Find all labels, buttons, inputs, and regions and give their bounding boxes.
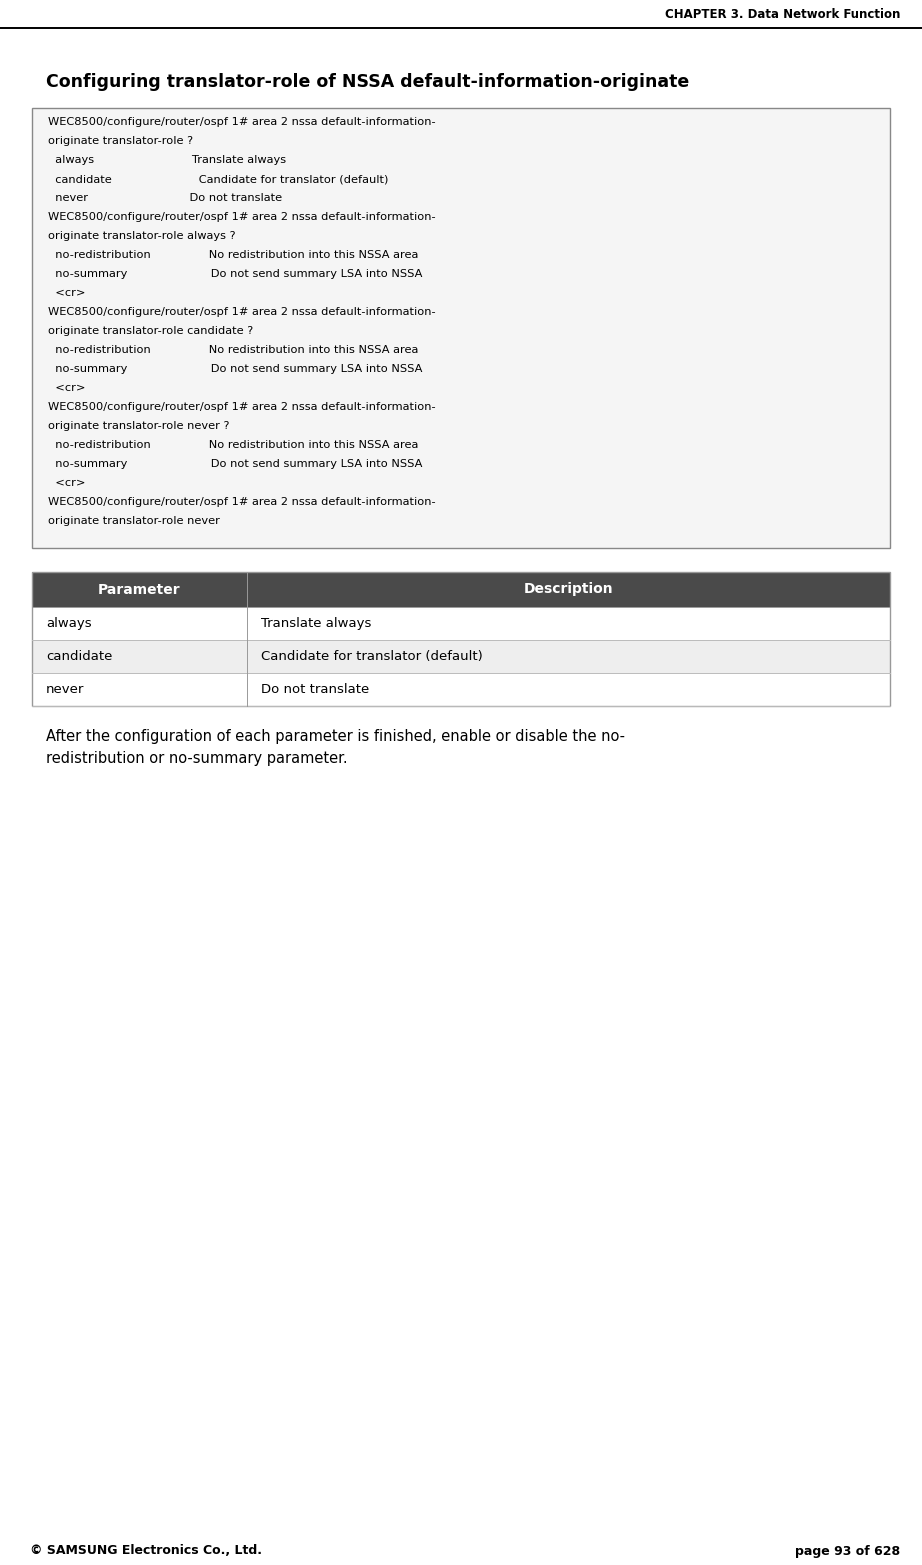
Text: no-redistribution                No redistribution into this NSSA area: no-redistribution No redistribution into… [48,250,419,260]
Text: WEC8500/configure/router/ospf 1# area 2 nssa default-information-: WEC8500/configure/router/ospf 1# area 2 … [48,307,435,318]
Text: no-redistribution                No redistribution into this NSSA area: no-redistribution No redistribution into… [48,344,419,355]
Text: <cr>: <cr> [48,288,86,297]
Text: never                            Do not translate: never Do not translate [48,192,282,203]
Text: originate translator-role never ?: originate translator-role never ? [48,421,230,430]
Text: CHAPTER 3. Data Network Function: CHAPTER 3. Data Network Function [665,8,900,22]
Text: <cr>: <cr> [48,383,86,393]
Text: <cr>: <cr> [48,477,86,488]
Text: always                           Translate always: always Translate always [48,155,286,164]
Bar [32,571,890,607]
Text: candidate: candidate [46,649,112,664]
Text: originate translator-role always ?: originate translator-role always ? [48,232,236,241]
Text: never: never [46,682,85,696]
Text: Parameter: Parameter [98,582,181,596]
Text: originate translator-role candidate ?: originate translator-role candidate ? [48,326,254,336]
Bar [32,673,890,706]
Text: redistribution or no-summary parameter.: redistribution or no-summary parameter. [46,751,348,765]
Bar [32,108,890,548]
Text: Configuring translator-role of NSSA default-information-originate: Configuring translator-role of NSSA defa… [46,74,690,91]
Text: candidate                        Candidate for translator (default): candidate Candidate for translator (defa… [48,174,388,185]
Text: no-summary                       Do not send summary LSA into NSSA: no-summary Do not send summary LSA into … [48,269,422,279]
Text: © SAMSUNG Electronics Co., Ltd.: © SAMSUNG Electronics Co., Ltd. [30,1545,262,1557]
Text: Description: Description [524,582,613,596]
Text: originate translator-role never: originate translator-role never [48,516,219,526]
Text: WEC8500/configure/router/ospf 1# area 2 nssa default-information-: WEC8500/configure/router/ospf 1# area 2 … [48,498,435,507]
Text: After the configuration of each parameter is finished, enable or disable the no-: After the configuration of each paramete… [46,728,625,743]
Text: Candidate for translator (default): Candidate for translator (default) [261,649,483,664]
Bar [32,571,890,706]
Text: WEC8500/configure/router/ospf 1# area 2 nssa default-information-: WEC8500/configure/router/ospf 1# area 2 … [48,211,435,222]
Bar [32,640,890,673]
Text: no-summary                       Do not send summary LSA into NSSA: no-summary Do not send summary LSA into … [48,365,422,374]
Text: originate translator-role ?: originate translator-role ? [48,136,193,146]
Text: page 93 of 628: page 93 of 628 [795,1545,900,1557]
Text: no-redistribution                No redistribution into this NSSA area: no-redistribution No redistribution into… [48,440,419,451]
Text: WEC8500/configure/router/ospf 1# area 2 nssa default-information-: WEC8500/configure/router/ospf 1# area 2 … [48,117,435,127]
Bar [32,607,890,640]
Text: WEC8500/configure/router/ospf 1# area 2 nssa default-information-: WEC8500/configure/router/ospf 1# area 2 … [48,402,435,412]
Text: always: always [46,617,91,631]
Text: no-summary                       Do not send summary LSA into NSSA: no-summary Do not send summary LSA into … [48,459,422,469]
Text: Do not translate: Do not translate [261,682,369,696]
Text: Translate always: Translate always [261,617,372,631]
